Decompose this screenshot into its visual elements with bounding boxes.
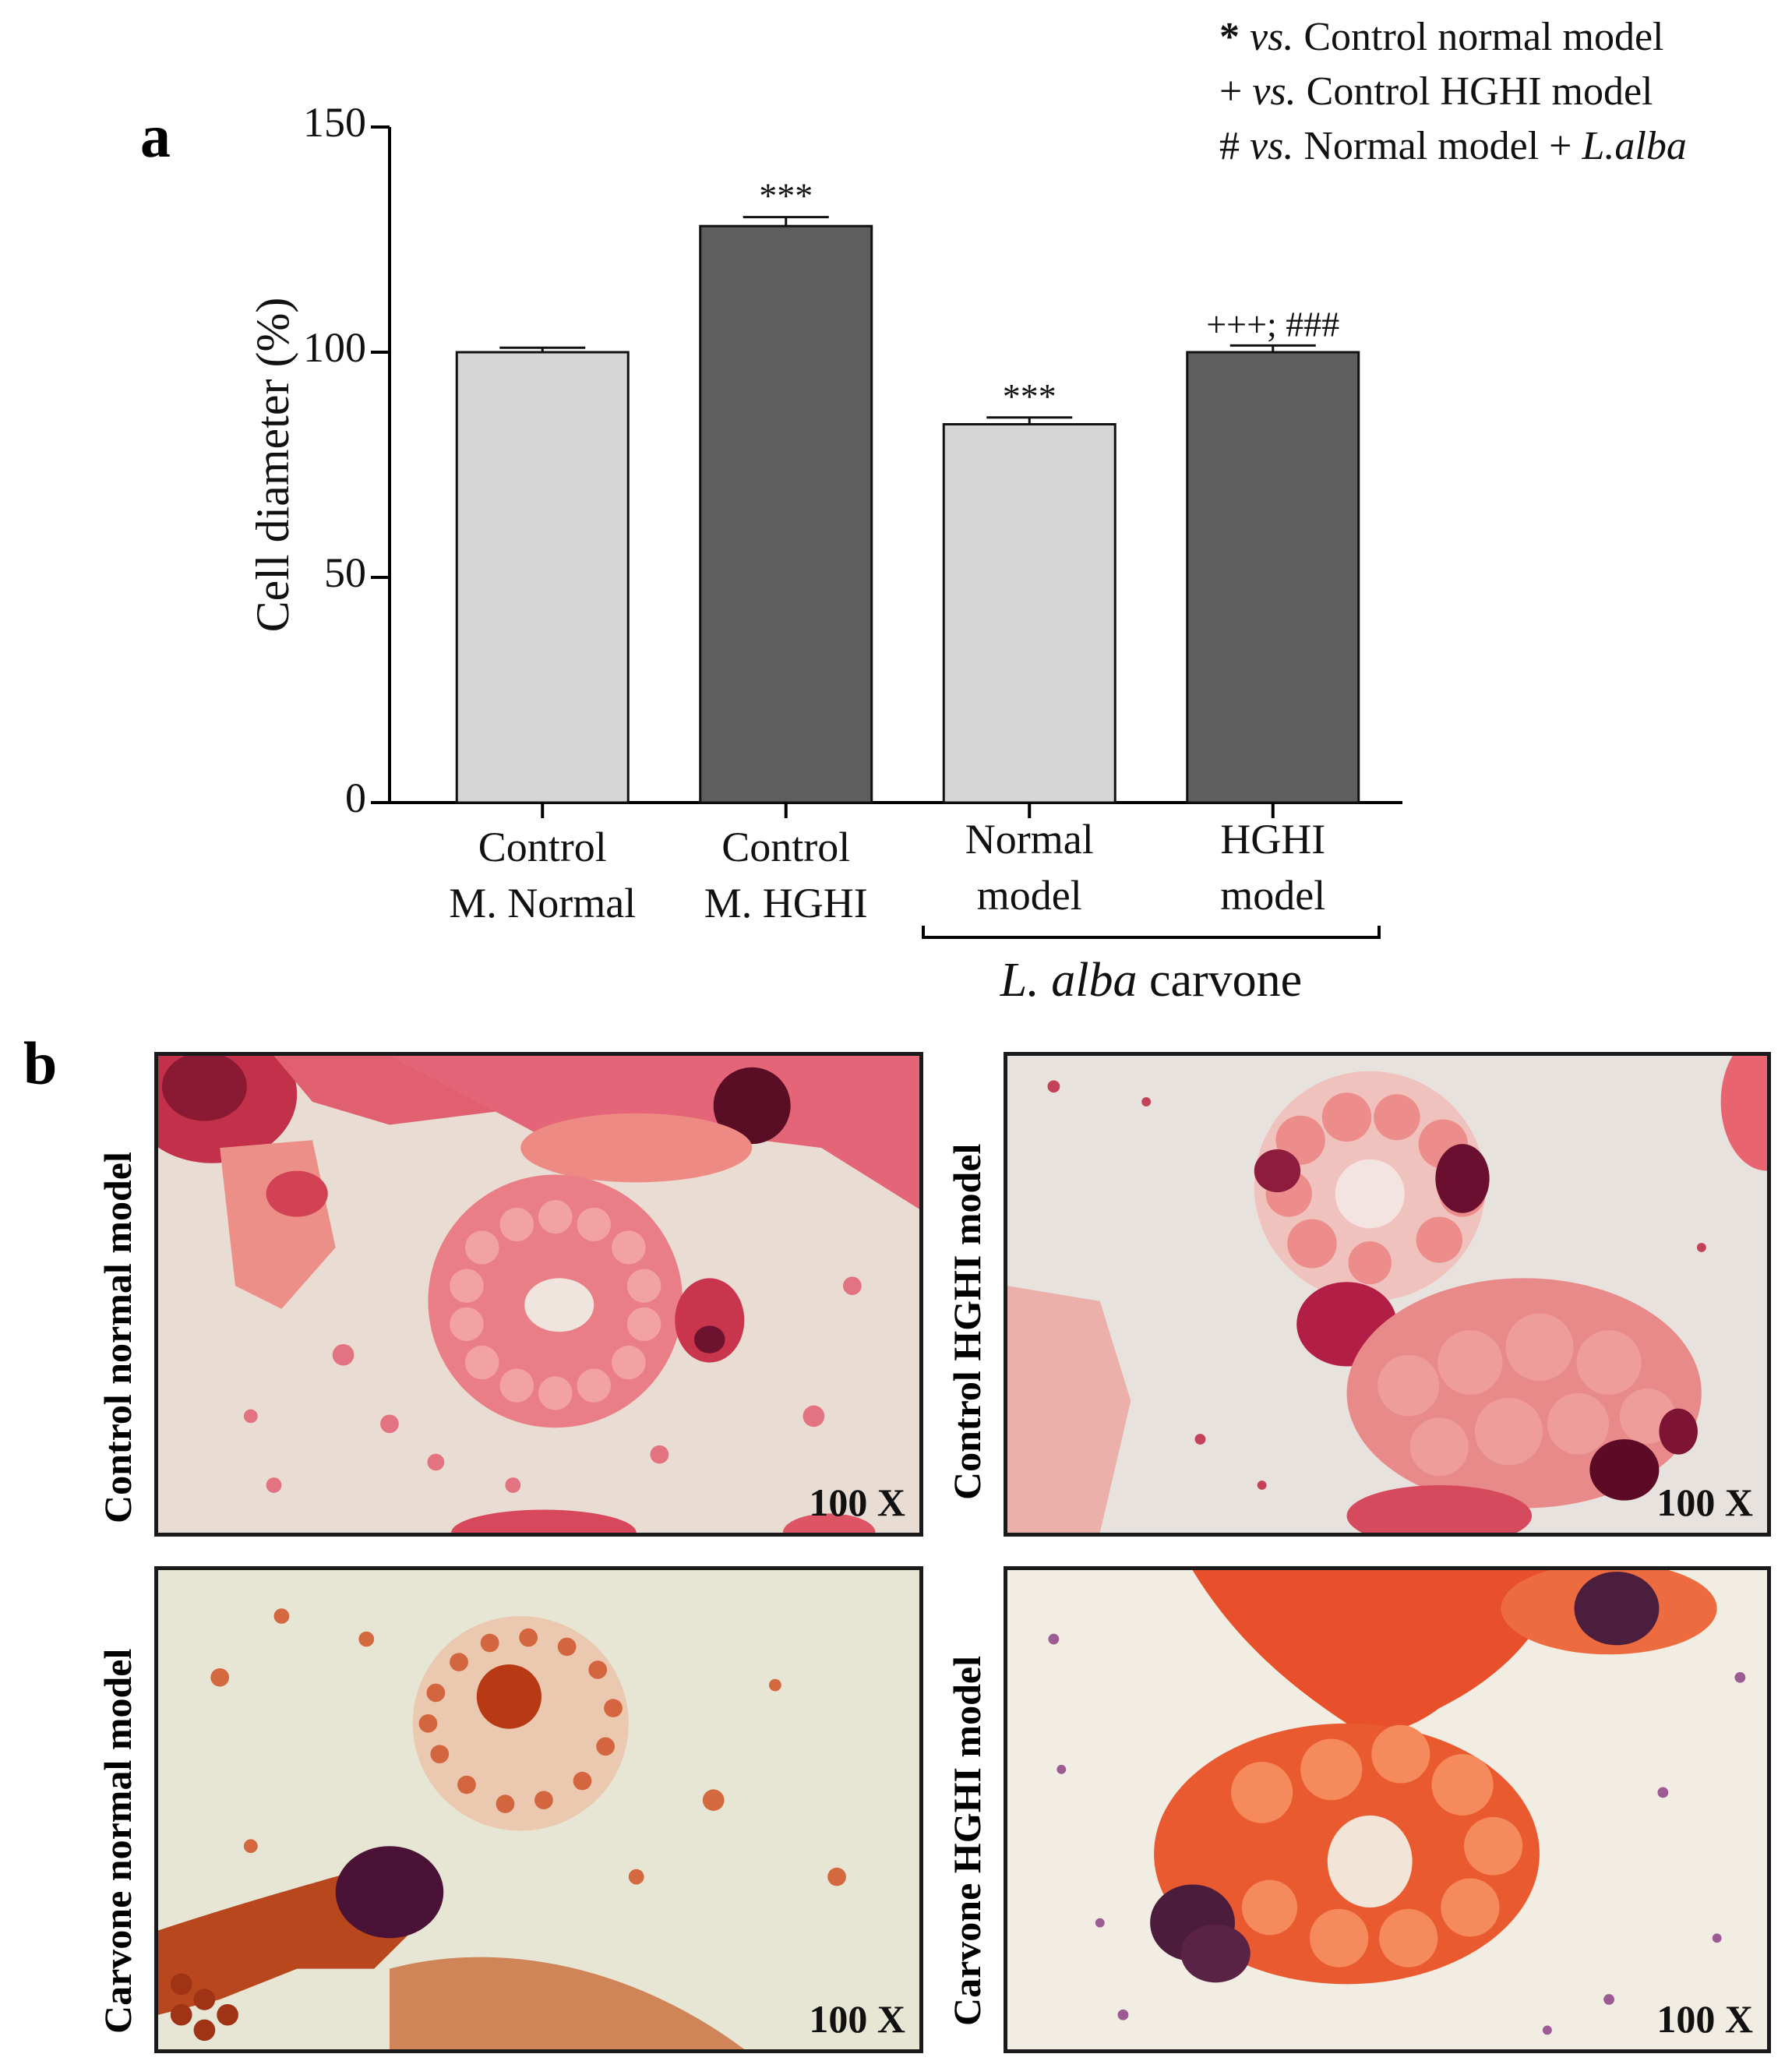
magnification-label: 100 X [809, 1997, 905, 2041]
legend-entry-3: # vs. Normal model + L.alba [1219, 123, 1687, 169]
micrograph-image [158, 1570, 919, 2049]
legend-entry-2: + vs. Control HGHI model [1219, 69, 1653, 115]
micrograph-label-control-hghi: Control HGHI model [945, 1143, 989, 1500]
significance-label: +++; ### [1206, 304, 1339, 344]
magnification-label: 100 X [1656, 1480, 1753, 1524]
bar [455, 351, 630, 804]
bar-chart: 0 50 100 150 Cell diameter (%) Control M. Norm… [247, 99, 1402, 1007]
legend-text: Normal model + [1303, 124, 1572, 168]
group-label: L. alba carvone [1000, 954, 1302, 1007]
magnification-label: 100 X [809, 1480, 905, 1524]
legend-symbol: # [1219, 124, 1240, 168]
micrograph-carvone-hghi: 100 X [1004, 1566, 1771, 2053]
bar [1186, 351, 1360, 804]
bar [942, 422, 1116, 804]
legend-vs: vs. [1250, 15, 1294, 59]
x-tick-label: M. Normal [449, 880, 636, 926]
legend-extra: L.alba [1582, 124, 1687, 168]
panel-b-label: b [23, 1029, 58, 1097]
legend-vs: vs. [1250, 124, 1294, 168]
micrograph-carvone-normal: 100 X [154, 1566, 923, 2053]
micrograph-image [1007, 1570, 1767, 2049]
legend-vs: vs. [1252, 69, 1296, 114]
y-tick-label: 50 [324, 549, 366, 596]
micrograph-label-carvone-normal: Carvone normal model [96, 1648, 139, 2034]
y-axis-label: Cell diameter (%) [247, 298, 298, 633]
micrograph-control-normal: 100 X [154, 1052, 923, 1537]
micrograph-image [158, 1056, 919, 1533]
micrograph-image [1007, 1056, 1767, 1533]
legend-symbol: + [1219, 69, 1243, 114]
panel-a-label: a [140, 102, 171, 170]
magnification-label: 100 X [1656, 1997, 1753, 2041]
legend-text: Control normal model [1303, 15, 1664, 59]
group-label-species: L. alba [1000, 954, 1149, 1007]
x-tick-label: model [977, 872, 1082, 919]
micrograph-control-hghi: 100 X [1004, 1052, 1771, 1537]
legend-entry-1: * vs. Control normal model [1219, 14, 1664, 60]
legend-text: Control HGHI model [1306, 69, 1653, 114]
bar [699, 224, 873, 804]
micrograph-label-carvone-hghi: Carvone HGHI model [945, 1656, 989, 2026]
micrograph-label-control-normal: Control normal model [96, 1152, 139, 1523]
y-tick-label: 0 [345, 775, 366, 821]
significance-label: *** [1003, 376, 1057, 416]
x-tick-label: Control [478, 824, 607, 870]
x-tick-label: Control [721, 824, 850, 870]
group-bracket [922, 926, 1381, 939]
x-tick-label: HGHI [1220, 816, 1325, 863]
significance-label: *** [759, 176, 813, 216]
y-tick-label: 150 [303, 99, 366, 146]
x-tick-label: model [1220, 872, 1325, 919]
group-label-compound: carvone [1149, 954, 1302, 1007]
x-tick-label: Normal [965, 816, 1094, 863]
y-tick-label: 100 [303, 324, 366, 371]
legend-symbol: * [1219, 15, 1240, 59]
x-tick-label: M. HGHI [704, 880, 868, 926]
